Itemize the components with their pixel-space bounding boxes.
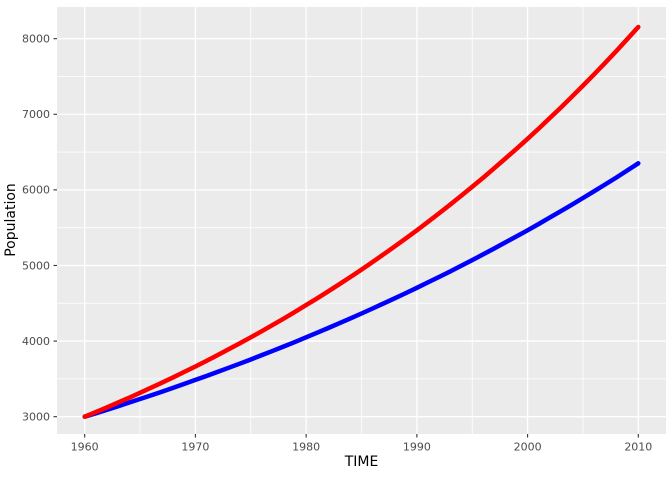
x-tick-label: 1980 <box>292 441 320 454</box>
series-line-population-slow-growth-blue <box>82 161 641 419</box>
x-tick-label: 1960 <box>71 441 99 454</box>
y-tick-label: 6000 <box>22 184 50 197</box>
series-line-population-fast-growth-red <box>82 24 641 419</box>
x-tick-label: 1990 <box>403 441 431 454</box>
y-tick-label: 8000 <box>22 32 50 45</box>
y-tick-label: 4000 <box>22 335 50 348</box>
x-tick-label: 2000 <box>514 441 542 454</box>
y-tick-label: 5000 <box>22 259 50 272</box>
x-tick-label: 2010 <box>624 441 652 454</box>
x-tick-label: 1970 <box>181 441 209 454</box>
y-tick-label: 3000 <box>22 410 50 423</box>
y-tick-label: 7000 <box>22 108 50 121</box>
